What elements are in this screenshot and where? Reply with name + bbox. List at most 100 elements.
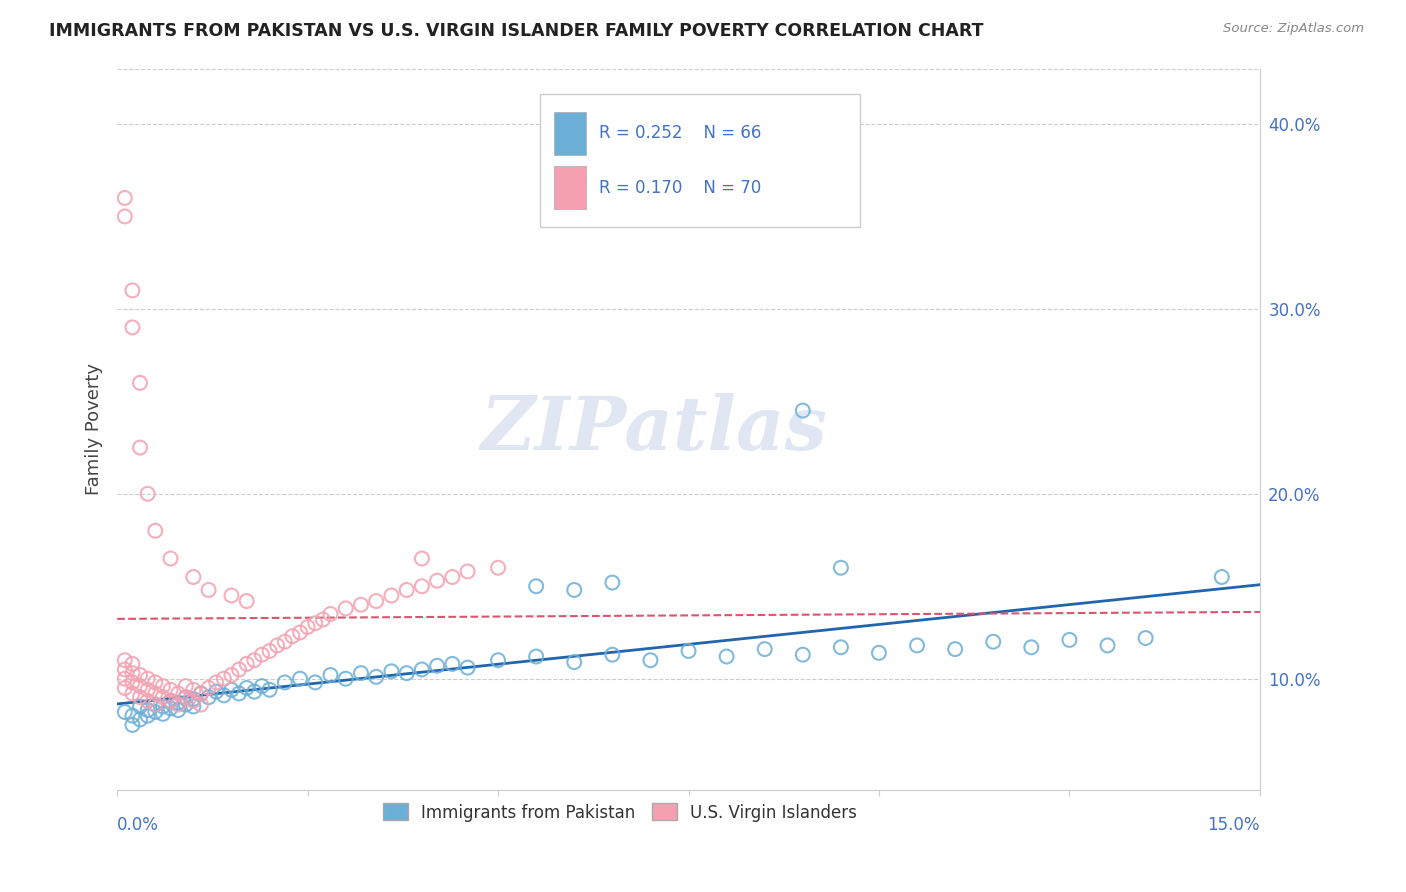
Point xyxy=(562,655,585,669)
Y-axis label: Family Poverty: Family Poverty xyxy=(86,363,103,495)
Point xyxy=(143,675,166,690)
Point xyxy=(205,684,228,698)
Point xyxy=(457,565,479,579)
Point xyxy=(159,694,181,708)
Point xyxy=(183,692,205,706)
Point xyxy=(197,582,219,597)
Point xyxy=(152,679,174,693)
Point xyxy=(524,649,547,664)
Point xyxy=(1211,570,1233,584)
Point xyxy=(121,708,143,723)
Legend: Immigrants from Pakistan, U.S. Virgin Islanders: Immigrants from Pakistan, U.S. Virgin Is… xyxy=(375,797,863,828)
Point xyxy=(441,657,464,671)
Point xyxy=(524,579,547,593)
Point xyxy=(281,629,304,643)
Point xyxy=(159,682,181,697)
Point xyxy=(288,625,311,640)
Point xyxy=(159,701,181,715)
Point xyxy=(136,703,159,717)
Text: ZIPatlas: ZIPatlas xyxy=(481,392,828,466)
Point xyxy=(114,681,136,695)
Text: 15.0%: 15.0% xyxy=(1208,816,1260,834)
FancyBboxPatch shape xyxy=(554,112,586,155)
Point xyxy=(228,686,250,700)
Point xyxy=(830,640,852,655)
Point xyxy=(129,690,152,705)
Point xyxy=(274,634,297,648)
Point xyxy=(129,679,152,693)
Text: IMMIGRANTS FROM PAKISTAN VS U.S. VIRGIN ISLANDER FAMILY POVERTY CORRELATION CHAR: IMMIGRANTS FROM PAKISTAN VS U.S. VIRGIN … xyxy=(49,22,984,40)
Point xyxy=(235,681,257,695)
Point xyxy=(114,210,136,224)
Point xyxy=(197,681,219,695)
Point xyxy=(562,582,585,597)
Point xyxy=(183,682,205,697)
Point xyxy=(830,561,852,575)
Point xyxy=(602,575,624,590)
Point xyxy=(266,639,288,653)
Text: R = 0.170    N = 70: R = 0.170 N = 70 xyxy=(599,178,762,196)
Text: Source: ZipAtlas.com: Source: ZipAtlas.com xyxy=(1223,22,1364,36)
Point xyxy=(981,634,1004,648)
Point xyxy=(250,679,273,693)
Point xyxy=(143,705,166,719)
Point xyxy=(152,699,174,714)
Point xyxy=(304,675,326,690)
Point xyxy=(259,682,281,697)
Point xyxy=(114,663,136,677)
Point xyxy=(143,698,166,712)
Point xyxy=(380,665,402,679)
Point xyxy=(114,672,136,686)
Point xyxy=(205,675,228,690)
Point xyxy=(221,668,243,682)
Point xyxy=(114,653,136,667)
Point xyxy=(335,601,357,615)
Point xyxy=(212,689,235,703)
Point xyxy=(221,682,243,697)
Point xyxy=(152,690,174,705)
Point xyxy=(366,670,388,684)
Point xyxy=(457,660,479,674)
Point xyxy=(167,703,190,717)
Point xyxy=(319,607,342,621)
Point xyxy=(183,694,205,708)
Point xyxy=(143,524,166,538)
Point xyxy=(1059,632,1081,647)
Point xyxy=(235,594,257,608)
Point xyxy=(129,376,152,390)
Point xyxy=(905,639,928,653)
Point xyxy=(716,649,738,664)
Point xyxy=(129,712,152,726)
Point xyxy=(174,690,197,705)
Point xyxy=(304,616,326,631)
FancyBboxPatch shape xyxy=(554,166,586,209)
Point xyxy=(129,699,152,714)
Point xyxy=(114,191,136,205)
Point xyxy=(221,589,243,603)
Point xyxy=(274,675,297,690)
Point xyxy=(335,672,357,686)
Point xyxy=(167,696,190,710)
Point xyxy=(183,699,205,714)
Point xyxy=(174,690,197,705)
Point xyxy=(411,579,433,593)
Point xyxy=(228,663,250,677)
Point xyxy=(190,698,212,712)
Point xyxy=(183,570,205,584)
Point xyxy=(235,657,257,671)
Text: R = 0.252    N = 66: R = 0.252 N = 66 xyxy=(599,124,762,143)
Point xyxy=(152,706,174,721)
Text: 0.0%: 0.0% xyxy=(117,816,159,834)
Point xyxy=(114,705,136,719)
Point xyxy=(486,653,509,667)
Point xyxy=(380,589,402,603)
Point xyxy=(411,663,433,677)
Point xyxy=(121,666,143,681)
Point xyxy=(1021,640,1043,655)
Point xyxy=(159,551,181,566)
Point xyxy=(297,620,319,634)
Point xyxy=(190,686,212,700)
Point xyxy=(426,658,449,673)
Point xyxy=(395,582,418,597)
Point xyxy=(243,653,266,667)
